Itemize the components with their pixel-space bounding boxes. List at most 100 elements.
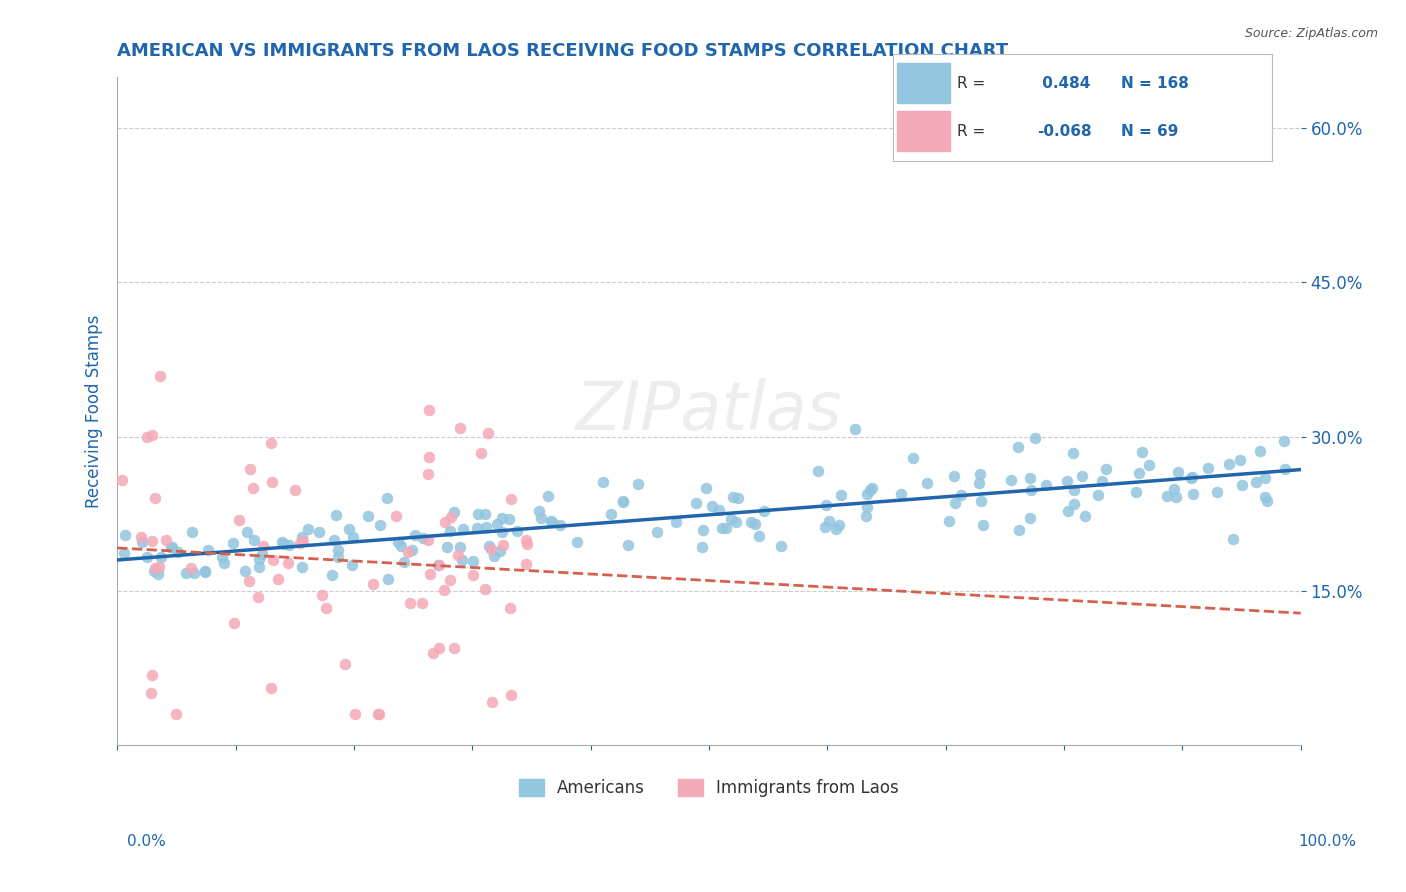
Point — [690, 540, 713, 554]
Point — [323, 533, 346, 547]
Point — [143, 561, 166, 575]
Text: N = 69: N = 69 — [1121, 124, 1178, 139]
Point — [194, 564, 217, 578]
Point — [239, 462, 262, 476]
Point — [439, 573, 461, 587]
Point — [695, 481, 717, 495]
Point — [855, 508, 877, 523]
Point — [830, 488, 852, 502]
Point — [449, 540, 471, 554]
Point — [136, 430, 159, 444]
Y-axis label: Receiving Food Stamps: Receiving Food Stamps — [86, 314, 103, 508]
Point — [465, 521, 488, 535]
Point — [915, 475, 938, 490]
Point — [446, 548, 468, 562]
Point — [183, 566, 205, 581]
Point — [422, 646, 444, 660]
Point — [389, 539, 412, 553]
Point — [492, 538, 515, 552]
Point — [367, 707, 389, 722]
Point — [1018, 471, 1040, 485]
Point — [141, 667, 163, 681]
Point — [131, 535, 153, 549]
Point — [807, 464, 830, 478]
Point — [506, 524, 529, 538]
Point — [529, 504, 551, 518]
Point — [180, 561, 202, 575]
Point — [567, 534, 589, 549]
Point — [901, 451, 924, 466]
Point — [1163, 483, 1185, 497]
Point — [143, 564, 166, 578]
Point — [1000, 473, 1022, 487]
Point — [443, 505, 465, 519]
Point — [342, 558, 364, 572]
Text: N = 168: N = 168 — [1121, 76, 1188, 91]
Point — [143, 491, 166, 505]
Point — [754, 504, 776, 518]
Text: R =: R = — [957, 76, 986, 91]
Point — [1137, 458, 1160, 472]
Point — [277, 538, 299, 552]
Point — [451, 522, 474, 536]
Point — [1007, 440, 1029, 454]
Point — [685, 496, 707, 510]
Point — [194, 565, 217, 579]
Point — [222, 615, 245, 630]
Point — [288, 536, 311, 550]
Point — [1130, 445, 1153, 459]
Point — [238, 574, 260, 588]
Text: Source: ZipAtlas.com: Source: ZipAtlas.com — [1244, 27, 1378, 40]
Point — [1056, 474, 1078, 488]
Point — [890, 487, 912, 501]
Point — [744, 517, 766, 532]
Point — [1197, 461, 1219, 475]
Point — [470, 445, 492, 459]
Point — [260, 435, 283, 450]
Point — [174, 566, 197, 580]
Point — [491, 511, 513, 525]
Point — [159, 540, 181, 554]
FancyBboxPatch shape — [897, 63, 950, 103]
Point — [485, 517, 508, 532]
Point — [236, 525, 259, 540]
Point — [488, 544, 510, 558]
Point — [645, 525, 668, 540]
Point — [343, 707, 366, 722]
Point — [427, 558, 450, 573]
Point — [817, 515, 839, 529]
Point — [724, 516, 747, 530]
Point — [297, 522, 319, 536]
Point — [149, 368, 172, 383]
Point — [825, 522, 848, 536]
Point — [1019, 483, 1042, 497]
Point — [1024, 431, 1046, 445]
Point — [1007, 523, 1029, 537]
Point — [197, 542, 219, 557]
Point — [1063, 497, 1085, 511]
Point — [311, 588, 333, 602]
Point — [467, 507, 489, 521]
Point — [418, 403, 440, 417]
Point — [600, 507, 623, 521]
Point — [242, 482, 264, 496]
Point — [943, 496, 966, 510]
Point — [727, 491, 749, 505]
Point — [333, 657, 356, 671]
Point — [748, 529, 770, 543]
Point — [481, 695, 503, 709]
Point — [1167, 465, 1189, 479]
Point — [540, 514, 562, 528]
Point — [375, 491, 398, 506]
Point — [498, 512, 520, 526]
Point — [1206, 485, 1229, 500]
Point — [707, 503, 730, 517]
Point — [474, 507, 496, 521]
Point — [260, 681, 283, 695]
Point — [291, 534, 314, 549]
Point — [617, 538, 640, 552]
Point — [461, 568, 484, 582]
Point — [1218, 457, 1240, 471]
Point — [550, 517, 572, 532]
Point — [499, 688, 522, 702]
